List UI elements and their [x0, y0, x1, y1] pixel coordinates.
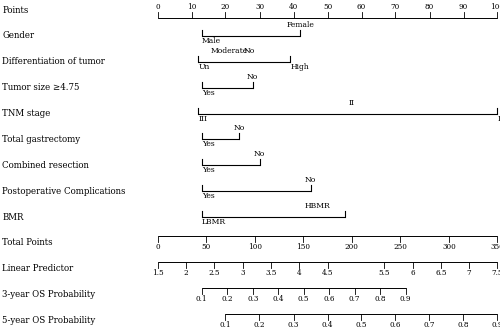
Text: Moderate: Moderate	[210, 47, 248, 55]
Text: HBMR: HBMR	[304, 202, 330, 210]
Text: 0.5: 0.5	[356, 321, 367, 329]
Text: 2.5: 2.5	[208, 269, 220, 277]
Text: 250: 250	[394, 243, 407, 251]
Text: 20: 20	[221, 3, 230, 11]
Text: 0.7: 0.7	[349, 295, 360, 303]
Text: 7: 7	[467, 269, 471, 277]
Text: LBMR: LBMR	[202, 218, 226, 226]
Text: 0.5: 0.5	[298, 295, 310, 303]
Text: Combined resection: Combined resection	[2, 161, 90, 170]
Text: 6.5: 6.5	[435, 269, 446, 277]
Text: 5-year OS Probability: 5-year OS Probability	[2, 316, 96, 325]
Text: High: High	[290, 63, 309, 71]
Text: Total gastrectomy: Total gastrectomy	[2, 135, 80, 144]
Text: 0.4: 0.4	[272, 295, 284, 303]
Text: No: No	[247, 73, 258, 81]
Text: 0.2: 0.2	[254, 321, 265, 329]
Text: 60: 60	[357, 3, 366, 11]
Text: Differentiation of tumor: Differentiation of tumor	[2, 57, 106, 66]
Text: 70: 70	[391, 3, 400, 11]
Text: Total Points: Total Points	[2, 239, 53, 247]
Text: No: No	[234, 124, 244, 132]
Text: 0.8: 0.8	[458, 321, 469, 329]
Text: Yes: Yes	[202, 166, 214, 174]
Text: 90: 90	[459, 3, 468, 11]
Text: 350: 350	[490, 243, 500, 251]
Text: Female: Female	[286, 21, 314, 29]
Text: Tumor size ≥4.75: Tumor size ≥4.75	[2, 83, 80, 92]
Text: Points: Points	[2, 6, 29, 14]
Text: 10: 10	[187, 3, 196, 11]
Text: Yes: Yes	[202, 89, 214, 97]
Text: 50: 50	[323, 3, 332, 11]
Text: 0.2: 0.2	[222, 295, 233, 303]
Text: 100: 100	[490, 3, 500, 11]
Text: 0: 0	[155, 243, 160, 251]
Text: 0.9: 0.9	[400, 295, 411, 303]
Text: 0.9: 0.9	[492, 321, 500, 329]
Text: 300: 300	[442, 243, 456, 251]
Text: 200: 200	[345, 243, 358, 251]
Text: 80: 80	[425, 3, 434, 11]
Text: Yes: Yes	[202, 192, 214, 200]
Text: III: III	[198, 115, 207, 123]
Text: 0.1: 0.1	[220, 321, 232, 329]
Text: 0.6: 0.6	[390, 321, 401, 329]
Text: 40: 40	[289, 3, 298, 11]
Text: No: No	[254, 150, 265, 158]
Text: 0.8: 0.8	[374, 295, 386, 303]
Text: Male: Male	[202, 37, 221, 45]
Text: II: II	[348, 98, 354, 107]
Text: 7.5: 7.5	[492, 269, 500, 277]
Text: 5.5: 5.5	[378, 269, 390, 277]
Text: No: No	[244, 47, 255, 55]
Text: 100: 100	[248, 243, 262, 251]
Text: 30: 30	[255, 3, 264, 11]
Text: Gender: Gender	[2, 32, 34, 40]
Text: I: I	[498, 115, 500, 123]
Text: Linear Predictor: Linear Predictor	[2, 264, 74, 273]
Text: 0: 0	[155, 3, 160, 11]
Text: 0.7: 0.7	[424, 321, 435, 329]
Text: 3.5: 3.5	[265, 269, 276, 277]
Text: 1.5: 1.5	[152, 269, 164, 277]
Text: 0.4: 0.4	[322, 321, 333, 329]
Text: 6: 6	[410, 269, 415, 277]
Text: TNM stage: TNM stage	[2, 109, 51, 118]
Text: No: No	[305, 176, 316, 184]
Text: 0.6: 0.6	[324, 295, 335, 303]
Text: 0.1: 0.1	[196, 295, 207, 303]
Text: 2: 2	[184, 269, 188, 277]
Text: Postoperative Complications: Postoperative Complications	[2, 187, 126, 196]
Text: 4.5: 4.5	[322, 269, 333, 277]
Text: 50: 50	[202, 243, 210, 251]
Text: 3-year OS Probability: 3-year OS Probability	[2, 290, 96, 299]
Text: 0.3: 0.3	[247, 295, 258, 303]
Text: 0.3: 0.3	[288, 321, 299, 329]
Text: 4: 4	[297, 269, 302, 277]
Text: BMR: BMR	[2, 213, 24, 221]
Text: Un: Un	[198, 63, 209, 71]
Text: Yes: Yes	[202, 140, 214, 149]
Text: 3: 3	[240, 269, 245, 277]
Text: 150: 150	[296, 243, 310, 251]
